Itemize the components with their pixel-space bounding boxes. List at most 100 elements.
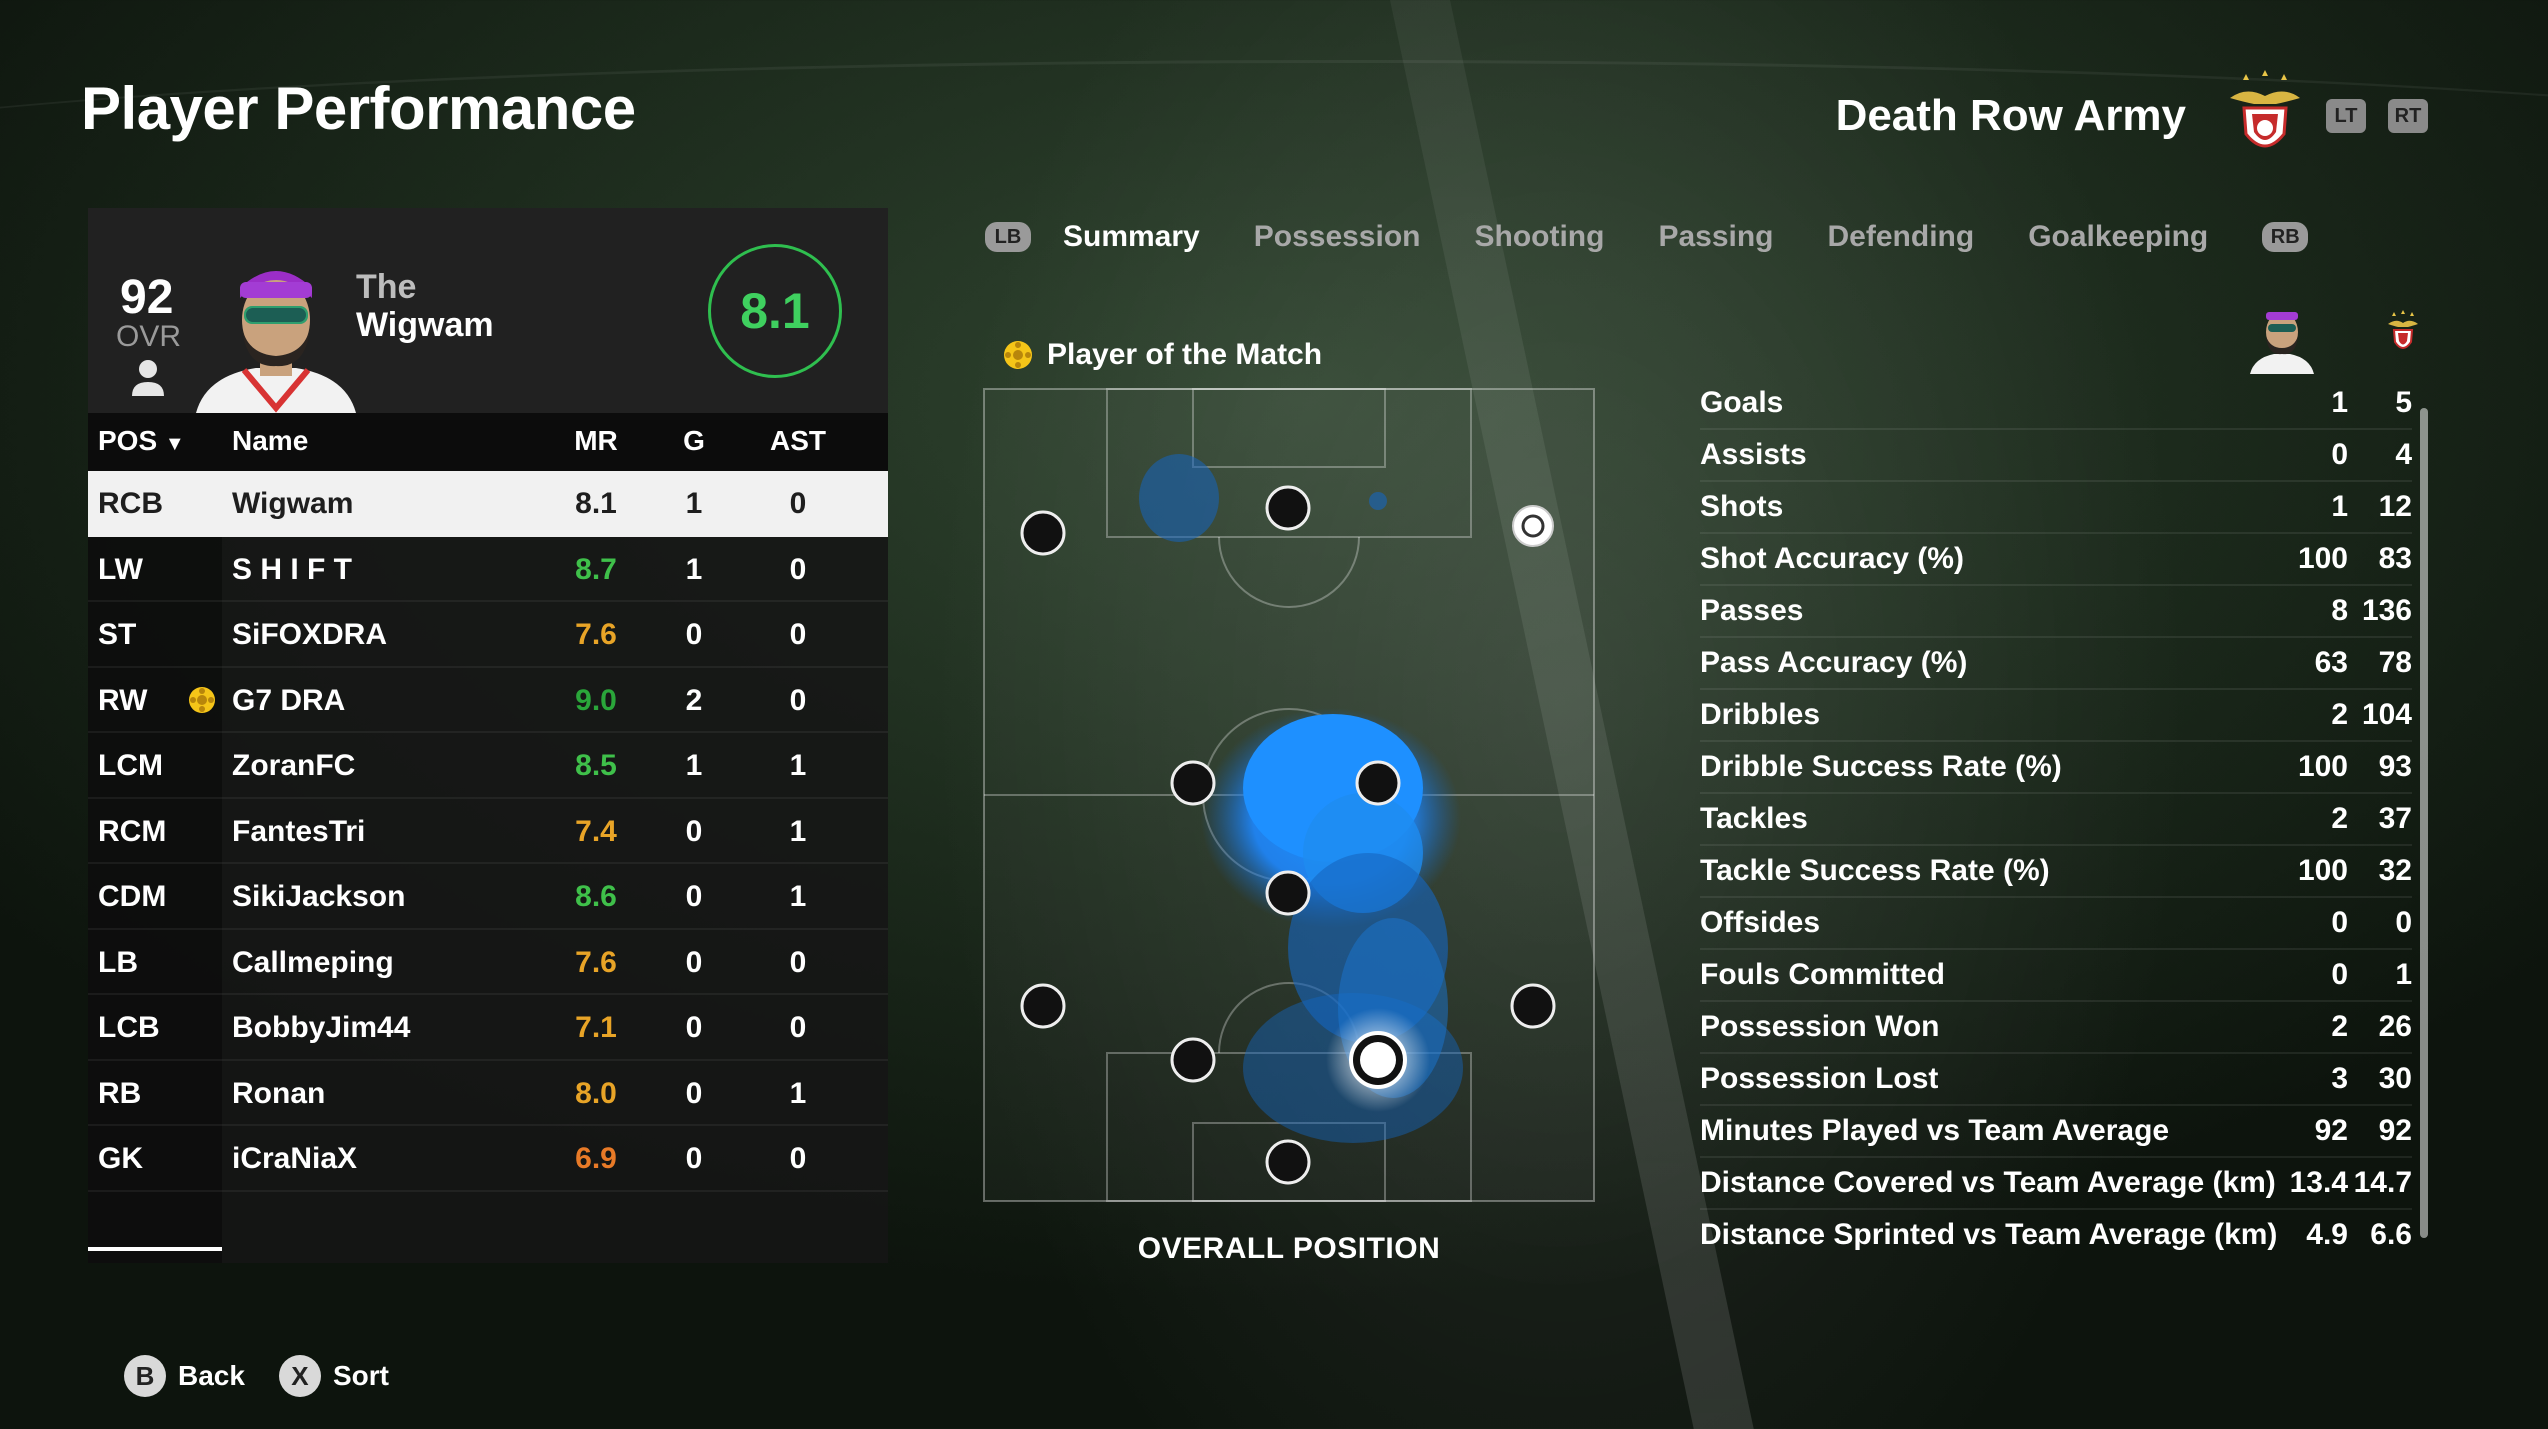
table-row[interactable]: RCM FantesTri 7.4 0 1 [88, 799, 888, 864]
row-ast: 0 [789, 945, 807, 979]
stat-row: Minutes Played vs Team Average 92 92 [1700, 1106, 2412, 1158]
table-row[interactable]: LB Callmeping 7.6 0 0 [88, 930, 888, 995]
row-pos: RCM [98, 814, 167, 848]
team-name: Death Row Army [1835, 91, 2186, 140]
stat-player-value: 92 [2314, 1114, 2348, 1147]
stat-label: Pass Accuracy (%) [1700, 646, 1968, 679]
table-scroll-indicator [88, 1247, 222, 1251]
row-name: iCraNiaX [232, 1142, 358, 1175]
player-ratings-panel: 92 OVR The Wigwam 8.1 POS ▼ Name MR G AS… [88, 208, 888, 1263]
row-g: 1 [685, 552, 703, 586]
col-g-header[interactable]: G [683, 425, 705, 456]
stat-team-value: 32 [2378, 854, 2412, 887]
b-button-icon[interactable]: B [124, 1355, 166, 1397]
rt-button[interactable]: RT [2388, 99, 2428, 133]
table-row[interactable]: LW S H I F T 8.7 1 0 [88, 537, 888, 602]
tab-passing[interactable]: Passing [1658, 220, 1774, 253]
person-icon [132, 360, 164, 396]
row-pos: LW [98, 552, 143, 586]
stats-list: Goals 1 5 Assists 0 4 Shots 1 12 Shot Accuracy… [1700, 378, 2412, 1262]
row-ast: 1 [789, 749, 807, 782]
stat-label: Minutes Played vs Team Average [1700, 1114, 2170, 1147]
stat-label: Distance Covered vs Team Average (km) [1700, 1166, 2276, 1199]
row-name: Wigwam [232, 487, 354, 520]
stats-scrollbar[interactable] [2420, 408, 2428, 1238]
stat-label: Tackles [1700, 802, 1808, 835]
stat-team-value: 92 [2378, 1114, 2412, 1147]
stat-row: Possession Won 2 26 [1700, 1002, 2412, 1054]
stat-team-value: 14.7 [2353, 1166, 2412, 1199]
rb-button[interactable]: RB [2262, 222, 2309, 252]
stat-row: Assists 0 4 [1700, 430, 2412, 482]
stats-scroll-thumb[interactable] [2420, 408, 2428, 1238]
stat-player-value: 100 [2297, 750, 2348, 783]
table-row[interactable]: ST SiFOXDRA 7.6 0 0 [88, 602, 888, 668]
table-row[interactable]: LCM ZoranFC 8.5 1 1 [88, 733, 888, 799]
stat-team-value: 26 [2378, 1010, 2412, 1043]
stat-label: Possession Lost [1700, 1062, 1939, 1095]
row-pos: RCB [98, 487, 163, 520]
stat-label: Passes [1700, 594, 1804, 627]
stat-player-value: 2 [2331, 1010, 2348, 1043]
col-ast-header[interactable]: AST [770, 425, 826, 456]
row-name: SiFOXDRA [232, 618, 388, 651]
row-g: 1 [685, 749, 703, 782]
stat-team-value: 37 [2378, 802, 2412, 835]
row-name: FantesTri [232, 814, 366, 848]
row-ast: 0 [789, 487, 807, 520]
row-pos: LCM [98, 749, 163, 782]
row-mr: 9.0 [575, 683, 617, 717]
row-pos: RW [98, 683, 148, 717]
row-mr: 6.9 [575, 1142, 617, 1175]
lb-button[interactable]: LB [985, 222, 1031, 252]
table-row[interactable]: CDM SikiJackson 8.6 0 1 [88, 864, 888, 930]
row-g: 1 [685, 487, 703, 520]
table-row[interactable]: LCB BobbyJim44 7.1 0 0 [88, 995, 888, 1061]
stat-row: Fouls Committed 0 1 [1700, 950, 2412, 1002]
table-row[interactable]: RW G7 DRA 9.0 2 0 [88, 668, 888, 733]
stat-label: Goals [1700, 386, 1784, 419]
tab-summary[interactable]: Summary [1063, 220, 1200, 253]
stat-row: Shot Accuracy (%) 100 83 [1700, 534, 2412, 586]
stat-team-value: 4 [2395, 438, 2412, 471]
stat-team-value: 93 [2378, 750, 2412, 783]
back-label[interactable]: Back [178, 1360, 245, 1391]
potm-text: Player of the Match [1047, 338, 1323, 371]
row-ast: 0 [789, 1011, 807, 1044]
sort-label[interactable]: Sort [332, 1360, 389, 1391]
col-pos-header[interactable]: POS ▼ [98, 425, 185, 457]
stat-team-value: 6.6 [2370, 1218, 2412, 1251]
stat-label: Dribble Success Rate (%) [1700, 750, 2062, 783]
table-header: POS ▼ Name MR G AST [88, 413, 888, 471]
stat-player-value: 13.4 [2289, 1166, 2348, 1199]
row-mr: 8.0 [575, 1076, 617, 1110]
x-button-icon[interactable]: X [278, 1355, 321, 1397]
table-row[interactable]: RCB Wigwam 8.1 1 0 [88, 471, 888, 537]
table-row[interactable]: GK iCraNiaX 6.9 0 0 [88, 1126, 888, 1192]
stat-player-value: 3 [2331, 1062, 2348, 1095]
table-row[interactable]: RB Ronan 8.0 0 1 [88, 1061, 888, 1126]
col-mr-header[interactable]: MR [574, 425, 618, 456]
row-name: Callmeping [232, 945, 394, 979]
stat-player-value: 63 [2314, 646, 2348, 679]
player-ovr: 92 [120, 271, 174, 324]
tab-shooting[interactable]: Shooting [1474, 220, 1605, 253]
row-ast: 0 [789, 552, 807, 586]
row-g: 0 [685, 618, 703, 651]
tab-possession[interactable]: Possession [1253, 220, 1421, 253]
row-mr: 8.6 [575, 880, 617, 913]
stat-row: Offsides 0 0 [1700, 898, 2412, 950]
row-ast: 0 [789, 1142, 807, 1175]
player-table-body: RCB Wigwam 8.1 1 0 LW S H I F T 8.7 1 0 … [88, 471, 888, 1192]
potm-medal-icon [1004, 341, 1032, 369]
stat-row: Dribble Success Rate (%) 100 93 [1700, 742, 2412, 794]
stat-team-value: 136 [2361, 594, 2412, 627]
tab-defending[interactable]: Defending [1827, 220, 1975, 253]
team-mini-crest-icon [2388, 310, 2418, 349]
tab-goalkeeping[interactable]: Goalkeeping [2028, 220, 2209, 253]
col-name-header[interactable]: Name [232, 425, 309, 456]
lt-button[interactable]: LT [2326, 99, 2366, 133]
team-header: Death Row Army LT RT [1836, 68, 2428, 164]
row-g: 0 [685, 1142, 703, 1175]
stat-team-value: 104 [2361, 698, 2412, 731]
